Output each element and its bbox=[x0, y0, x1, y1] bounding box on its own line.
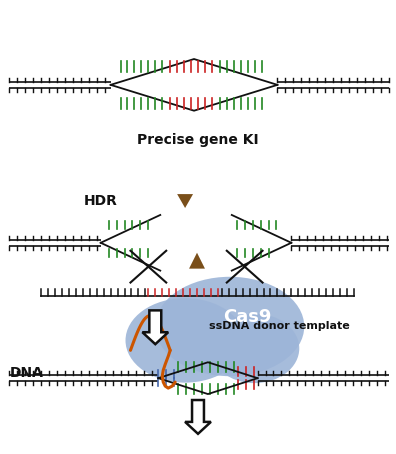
Polygon shape bbox=[189, 253, 205, 269]
Text: ssDNA donor template: ssDNA donor template bbox=[209, 321, 350, 331]
Polygon shape bbox=[177, 194, 193, 208]
Text: Precise gene KI: Precise gene KI bbox=[137, 133, 259, 147]
Ellipse shape bbox=[155, 277, 304, 376]
Text: DNA: DNA bbox=[10, 366, 43, 380]
Text: HDR: HDR bbox=[84, 194, 118, 208]
Polygon shape bbox=[143, 311, 168, 344]
Text: Cas9: Cas9 bbox=[223, 307, 272, 326]
Ellipse shape bbox=[126, 298, 245, 383]
Ellipse shape bbox=[210, 314, 299, 383]
Polygon shape bbox=[185, 400, 211, 434]
